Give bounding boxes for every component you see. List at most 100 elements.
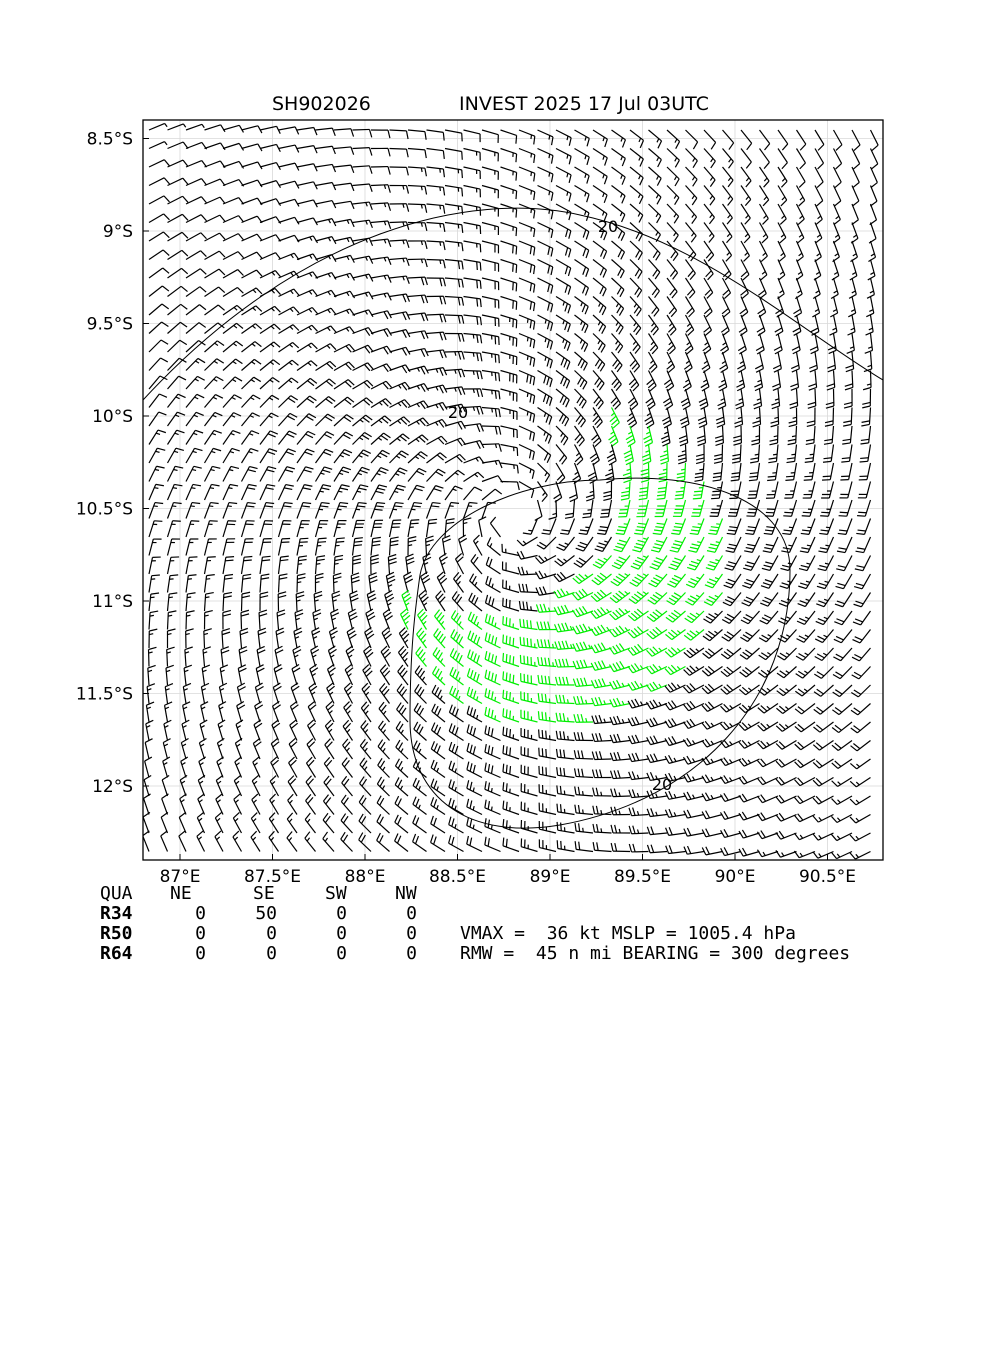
wind-barb bbox=[575, 352, 588, 370]
grid-lines bbox=[143, 120, 883, 860]
barb-shaft bbox=[519, 186, 535, 192]
barb-shaft bbox=[501, 149, 517, 154]
wind-barb bbox=[697, 426, 705, 446]
barb-flag bbox=[652, 564, 660, 567]
barb-shaft bbox=[186, 430, 195, 444]
wind-barb bbox=[519, 260, 535, 275]
barb-flag bbox=[616, 593, 622, 598]
barb-flag bbox=[593, 438, 599, 444]
barb-half-flag bbox=[651, 342, 654, 345]
barb-half-flag bbox=[675, 176, 677, 180]
wind-barb bbox=[468, 631, 482, 648]
barb-shaft bbox=[636, 593, 649, 604]
wind-barb bbox=[575, 426, 585, 446]
barb-shaft bbox=[427, 223, 444, 224]
barb-shaft bbox=[427, 260, 444, 261]
barb-flag bbox=[736, 406, 744, 409]
barb-flag bbox=[624, 454, 631, 458]
barb-flag bbox=[663, 420, 670, 424]
barb-half-flag bbox=[657, 176, 659, 180]
wind-barb bbox=[205, 233, 226, 241]
barb-flag bbox=[351, 165, 354, 173]
barb-half-flag bbox=[473, 371, 474, 375]
barb-half-flag bbox=[825, 545, 829, 546]
barb-shaft bbox=[667, 130, 680, 141]
barb-flag bbox=[639, 234, 643, 241]
wind-barb bbox=[390, 434, 410, 445]
barb-flag bbox=[727, 547, 735, 549]
barb-flag bbox=[443, 368, 446, 376]
barb-flag bbox=[717, 424, 725, 427]
wind-barb bbox=[315, 573, 323, 592]
barb-shaft bbox=[796, 426, 797, 443]
barb-half-flag bbox=[589, 645, 591, 649]
barb-flag bbox=[542, 533, 550, 534]
barb-flag bbox=[565, 605, 569, 612]
wind-barb bbox=[703, 648, 723, 658]
wind-barb bbox=[591, 607, 612, 618]
barb-half-flag bbox=[553, 644, 554, 648]
barb-half-flag bbox=[314, 618, 318, 620]
wind-barb bbox=[222, 629, 230, 648]
barb-flag bbox=[548, 284, 550, 292]
wind-barb bbox=[538, 463, 550, 482]
barb-flag bbox=[764, 162, 769, 168]
barb-shaft bbox=[297, 449, 307, 463]
wind-barb bbox=[666, 610, 686, 622]
wind-barb bbox=[678, 445, 686, 464]
barb-flag bbox=[733, 439, 741, 441]
barb-flag bbox=[296, 595, 304, 597]
wind-barb bbox=[724, 574, 741, 588]
wind-barb bbox=[482, 371, 500, 382]
barb-flag bbox=[598, 402, 603, 408]
barb-flag bbox=[758, 331, 765, 335]
barb-shaft bbox=[205, 377, 217, 389]
barb-flag bbox=[365, 347, 370, 354]
barb-shaft bbox=[698, 519, 704, 535]
barb-flag bbox=[733, 436, 741, 438]
wind-barb bbox=[704, 130, 716, 149]
barb-flag bbox=[776, 331, 783, 335]
barb-half-flag bbox=[183, 124, 185, 127]
wind-barb bbox=[518, 567, 537, 575]
wind-barb bbox=[279, 289, 300, 296]
barb-flag bbox=[742, 293, 748, 298]
barb-shaft bbox=[260, 271, 275, 278]
barb-shaft bbox=[556, 260, 571, 269]
barb-flag bbox=[685, 346, 691, 351]
barb-shaft bbox=[149, 196, 164, 204]
wind-barb bbox=[464, 204, 481, 216]
barb-flag bbox=[633, 344, 638, 350]
wind-barb bbox=[501, 241, 517, 254]
wind-barb bbox=[486, 595, 501, 611]
barb-shaft bbox=[297, 378, 310, 389]
barb-flag bbox=[568, 268, 570, 276]
wind-barb bbox=[223, 484, 238, 500]
barb-half-flag bbox=[599, 303, 601, 307]
barb-flag bbox=[462, 206, 463, 214]
barb-half-flag bbox=[786, 635, 790, 637]
barb-shaft bbox=[756, 482, 760, 499]
wind-barb bbox=[870, 204, 877, 225]
barb-flag bbox=[306, 467, 314, 469]
barb-flag bbox=[443, 206, 444, 214]
barb-flag bbox=[753, 402, 761, 405]
barb-flag bbox=[706, 271, 712, 277]
barb-flag bbox=[708, 649, 714, 654]
wind-barb bbox=[667, 223, 678, 242]
barb-shaft bbox=[723, 260, 732, 275]
barb-flag bbox=[181, 304, 188, 309]
barb-flag bbox=[605, 139, 608, 147]
wind-barb bbox=[812, 297, 819, 317]
barb-shaft bbox=[538, 149, 553, 156]
barb-half-flag bbox=[191, 488, 195, 489]
barb-flag bbox=[845, 365, 853, 368]
barb-flag bbox=[345, 399, 351, 404]
wind-barb bbox=[593, 186, 607, 203]
barb-flag bbox=[254, 359, 261, 364]
wind-barb bbox=[575, 241, 589, 258]
barb-flag bbox=[651, 550, 659, 552]
barb-shaft bbox=[741, 167, 751, 181]
barb-flag bbox=[627, 417, 634, 422]
barb-flag bbox=[547, 377, 549, 385]
